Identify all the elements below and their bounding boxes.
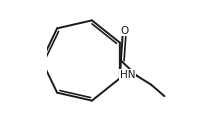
Text: O: O <box>120 26 129 36</box>
Text: HN: HN <box>120 70 135 80</box>
